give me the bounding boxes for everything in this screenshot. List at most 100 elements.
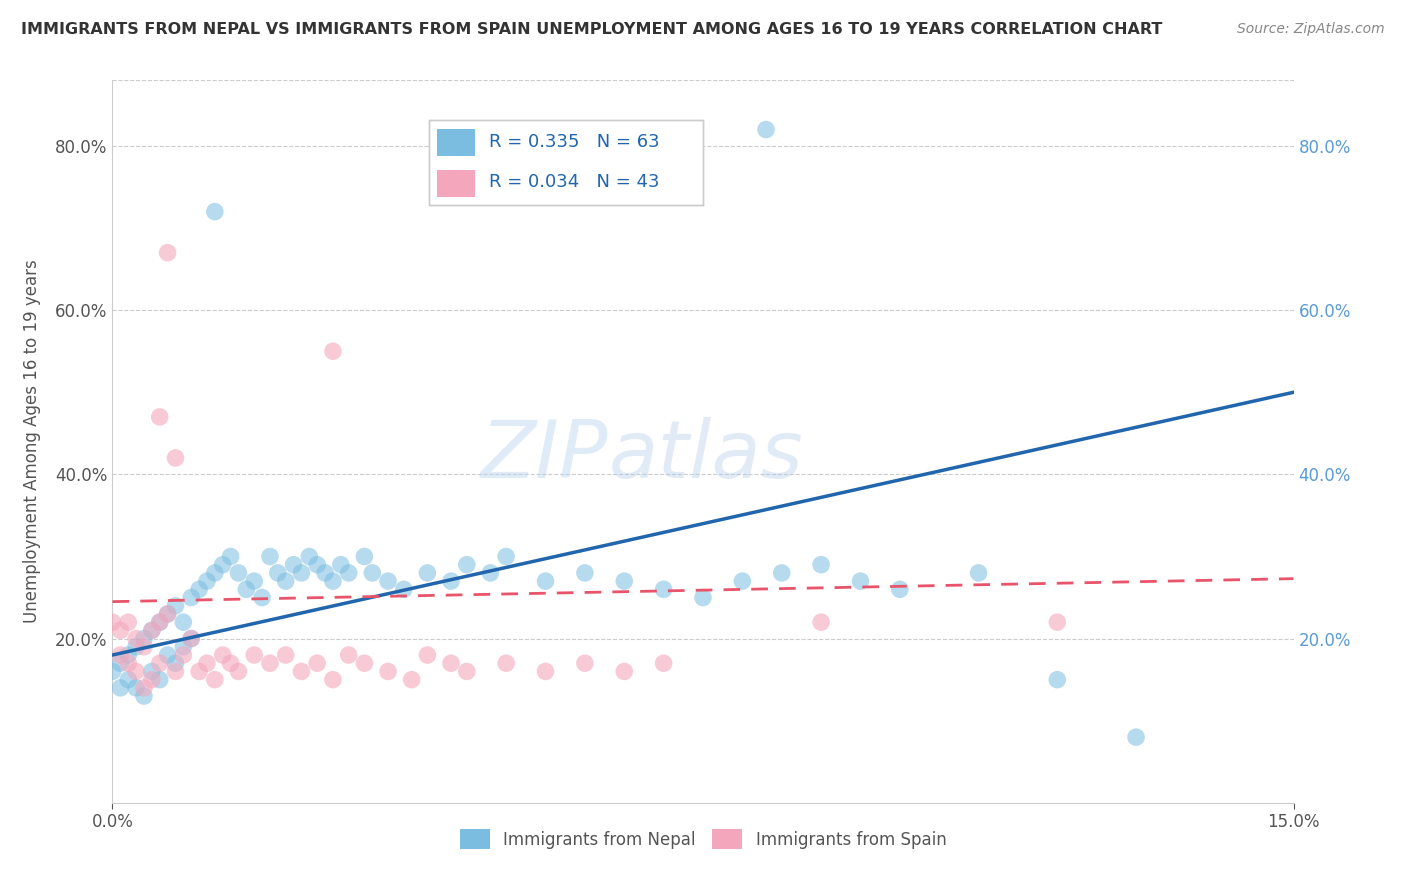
Point [110, 648, 132, 662]
Point [534, 665, 557, 679]
Text: atlas: atlas [609, 417, 803, 495]
Point [141, 665, 163, 679]
Point [495, 549, 517, 564]
Point [259, 549, 281, 564]
Point [149, 409, 172, 424]
Point [156, 607, 179, 621]
Point [274, 648, 297, 662]
Point [353, 549, 375, 564]
Point [456, 558, 478, 572]
Point [613, 574, 636, 588]
Point [149, 615, 172, 630]
Point [401, 673, 423, 687]
Bar [437, 169, 475, 196]
Point [195, 657, 218, 671]
Point [692, 591, 714, 605]
Point [322, 673, 344, 687]
Point [574, 657, 596, 671]
Point [574, 566, 596, 580]
Point [141, 624, 163, 638]
Point [228, 566, 250, 580]
Point [889, 582, 911, 597]
Point [377, 574, 399, 588]
Point [117, 648, 139, 662]
Point [132, 689, 155, 703]
Point [165, 657, 187, 671]
Point [172, 615, 194, 630]
Point [534, 574, 557, 588]
Text: ZIP: ZIP [481, 417, 609, 495]
Point [298, 549, 321, 564]
Point [156, 648, 179, 662]
Point [204, 204, 226, 219]
Point [440, 657, 463, 671]
Point [322, 344, 344, 359]
Point [274, 574, 297, 588]
Point [172, 640, 194, 654]
Point [125, 632, 148, 646]
Point [228, 665, 250, 679]
Point [731, 574, 754, 588]
Point [259, 657, 281, 671]
Point [125, 665, 148, 679]
Point [283, 558, 305, 572]
Y-axis label: Unemployment Among Ages 16 to 19 years: Unemployment Among Ages 16 to 19 years [24, 260, 41, 624]
Bar [437, 129, 475, 156]
Point [307, 558, 329, 572]
Text: R = 0.335   N = 63: R = 0.335 N = 63 [489, 133, 659, 151]
Point [810, 615, 832, 630]
Point [117, 657, 139, 671]
Point [290, 665, 312, 679]
Point [165, 599, 187, 613]
Point [204, 566, 226, 580]
Point [180, 632, 202, 646]
Point [117, 673, 139, 687]
Text: IMMIGRANTS FROM NEPAL VS IMMIGRANTS FROM SPAIN UNEMPLOYMENT AMONG AGES 16 TO 19 : IMMIGRANTS FROM NEPAL VS IMMIGRANTS FROM… [21, 22, 1163, 37]
Point [172, 648, 194, 662]
Point [117, 615, 139, 630]
Point [141, 624, 163, 638]
Point [132, 640, 155, 654]
Point [329, 558, 352, 572]
Point [110, 657, 132, 671]
Point [101, 615, 124, 630]
Text: Source: ZipAtlas.com: Source: ZipAtlas.com [1237, 22, 1385, 37]
Point [132, 681, 155, 695]
Point [392, 582, 415, 597]
Legend: Immigrants from Nepal, Immigrants from Spain: Immigrants from Nepal, Immigrants from S… [453, 822, 953, 856]
Point [250, 591, 273, 605]
Point [243, 648, 266, 662]
Point [219, 549, 242, 564]
Point [235, 582, 257, 597]
Point [165, 665, 187, 679]
Point [180, 591, 202, 605]
Point [110, 624, 132, 638]
Point [361, 566, 384, 580]
Point [322, 574, 344, 588]
Point [165, 450, 187, 465]
Point [416, 566, 439, 580]
Point [377, 665, 399, 679]
Point [652, 582, 675, 597]
Point [156, 245, 179, 260]
Point [188, 665, 211, 679]
Point [849, 574, 872, 588]
Point [456, 665, 478, 679]
Point [195, 574, 218, 588]
Point [613, 665, 636, 679]
Point [110, 681, 132, 695]
Point [243, 574, 266, 588]
Point [149, 657, 172, 671]
Point [219, 657, 242, 671]
Point [1046, 673, 1069, 687]
Text: R = 0.034   N = 43: R = 0.034 N = 43 [489, 173, 659, 191]
Point [132, 632, 155, 646]
Point [337, 566, 360, 580]
Point [188, 582, 211, 597]
Point [204, 673, 226, 687]
Point [290, 566, 312, 580]
Point [211, 648, 233, 662]
Point [180, 632, 202, 646]
Point [770, 566, 793, 580]
Point [755, 122, 778, 136]
